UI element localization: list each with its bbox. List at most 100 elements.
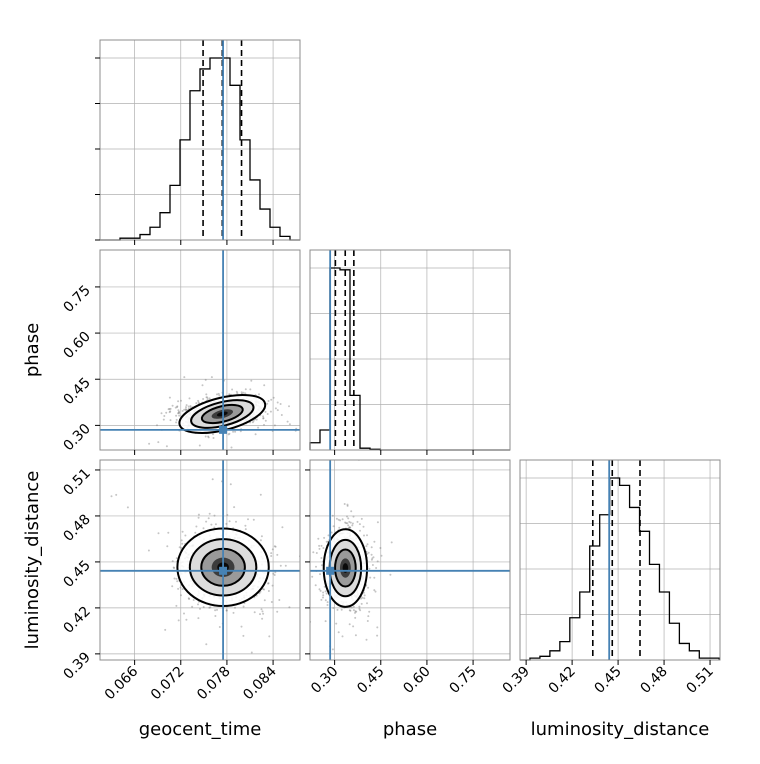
sample-point (260, 535, 263, 538)
sample-point (166, 545, 169, 548)
sample-point (379, 547, 382, 549)
sample-point (376, 634, 379, 637)
sample-point (231, 388, 234, 391)
sample-point (205, 520, 208, 523)
sample-point (177, 412, 179, 415)
sample-point (322, 596, 324, 599)
sample-point (247, 518, 249, 521)
sample-point (180, 594, 182, 597)
sample-point (262, 612, 265, 615)
sample-point (216, 608, 218, 611)
x-tick-label: 0.078 (194, 664, 234, 704)
sample-point (325, 540, 328, 543)
sample-point (346, 522, 349, 525)
sample-point (177, 619, 180, 622)
sample-point (184, 408, 187, 411)
sample-point (255, 418, 258, 421)
sample-point (318, 588, 321, 591)
sample-point (311, 575, 314, 578)
sample-point (185, 404, 188, 407)
sample-point (345, 522, 348, 525)
sample-point (192, 599, 195, 601)
sample-point (270, 601, 273, 603)
sample-point (348, 623, 351, 626)
y-tick-label: 0.42 (60, 603, 93, 636)
sample-point (252, 518, 255, 521)
sample-point (214, 523, 217, 526)
sample-point (214, 609, 217, 612)
sample-point (273, 545, 276, 548)
sample-point (344, 521, 347, 524)
x-axis-label-geocent-time: geocent_time (139, 719, 262, 740)
sample-point (323, 536, 326, 539)
sample-point (230, 446, 233, 449)
sample-point (240, 625, 243, 628)
sample-point (168, 396, 171, 399)
sample-point (187, 597, 190, 600)
sample-point (322, 591, 325, 594)
sample-point (365, 545, 368, 548)
sample-point (110, 495, 113, 498)
sample-point (225, 609, 228, 612)
sample-point (274, 545, 277, 548)
sample-point (270, 398, 273, 401)
sample-point (244, 392, 247, 395)
sample-point (347, 517, 350, 520)
sample-point (336, 608, 339, 611)
sample-point (169, 419, 172, 422)
sample-point (356, 520, 359, 523)
sample-point (341, 635, 344, 638)
sample-point (326, 601, 329, 604)
histogram-step (100, 57, 300, 241)
sample-point (347, 524, 350, 527)
sample-point (267, 582, 270, 585)
sample-point (319, 589, 322, 592)
sample-point (202, 527, 205, 530)
sample-point (244, 388, 247, 391)
sample-point (177, 400, 180, 403)
sample-point (272, 572, 275, 575)
sample-point (332, 525, 335, 528)
sample-point (225, 609, 228, 612)
sample-point (210, 523, 213, 526)
sample-point (209, 606, 212, 609)
sample-point (175, 414, 178, 417)
sample-point (240, 391, 243, 394)
sample-point (257, 426, 260, 429)
sample-point (351, 522, 354, 525)
sample-point (303, 564, 305, 566)
sample-point (258, 393, 260, 396)
sample-point (185, 618, 188, 621)
sample-point (331, 514, 334, 517)
sample-point (168, 408, 171, 410)
sample-point (162, 418, 165, 421)
sample-point (350, 510, 353, 513)
sample-point (175, 604, 178, 607)
sample-point (327, 534, 330, 537)
sample-point (160, 412, 163, 415)
sample-point (229, 483, 232, 486)
sample-point (280, 414, 283, 416)
sample-point (195, 402, 198, 405)
sample-point (348, 526, 351, 529)
sample-point (348, 609, 351, 612)
sample-point (331, 648, 334, 651)
sample-point (181, 542, 184, 545)
sample-point (181, 530, 184, 533)
sample-point (363, 594, 366, 597)
sample-point (242, 391, 245, 394)
sample-point (169, 410, 172, 413)
sample-point (373, 540, 376, 543)
density-panel-geocent_time-phase: 0.30 0.45 0.60 0.75 (60, 249, 301, 455)
sample-point (305, 592, 307, 594)
sample-point (352, 609, 355, 612)
sample-point (366, 620, 369, 622)
truth-marker (219, 566, 228, 575)
sample-point (338, 526, 341, 529)
sample-point (324, 620, 327, 623)
sample-point (115, 493, 118, 496)
y-axis-label-luminosity-distance: luminosity_distance (22, 471, 43, 650)
sample-point (324, 590, 327, 593)
sample-point (198, 444, 201, 447)
sample-point (205, 393, 208, 396)
